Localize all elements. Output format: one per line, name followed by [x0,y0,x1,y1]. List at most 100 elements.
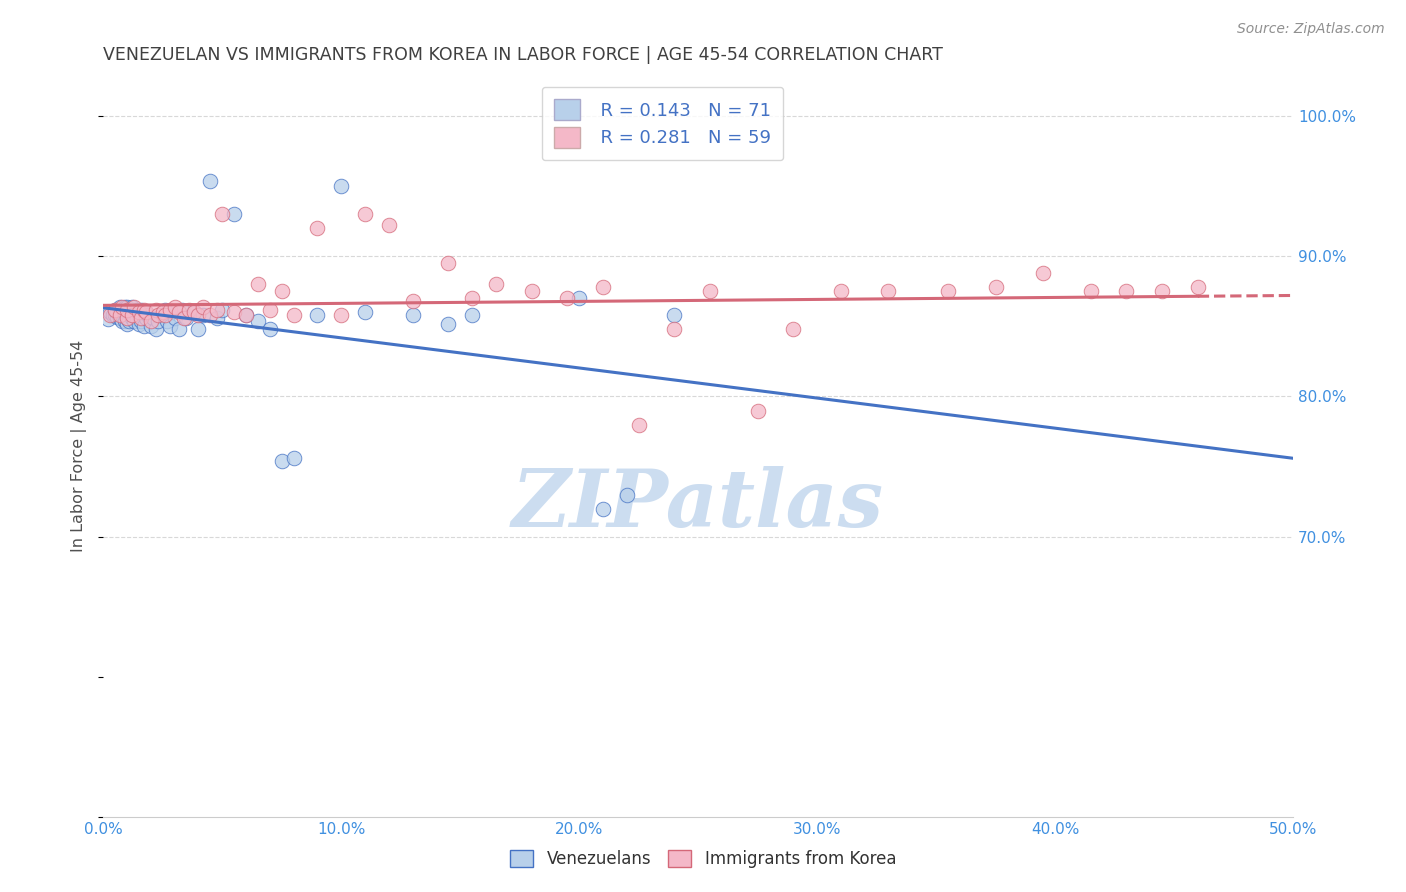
Point [118,305,141,319]
Point [132,319,155,334]
Point [1080,285,1102,299]
Point [401,308,423,322]
Point [152,305,174,319]
Point [170,302,193,317]
Point [246,314,269,328]
Point [592,501,614,516]
Text: Source: ZipAtlas.com: Source: ZipAtlas.com [1237,22,1385,37]
Point [222,207,245,221]
Point [259,302,281,317]
Point [159,302,181,317]
Point [128,305,150,319]
Point [169,322,191,336]
Point [877,285,900,299]
Point [135,305,157,319]
Point [354,305,377,319]
Point [128,317,150,331]
Point [187,322,209,336]
Text: ZIPatlas: ZIPatlas [512,467,884,544]
Point [699,285,721,299]
Point [437,256,460,270]
Point [485,277,508,292]
Point [664,322,686,336]
Point [401,294,423,309]
Point [115,305,138,319]
Point [98,308,121,322]
Y-axis label: In Labor Force | Age 45-54: In Labor Force | Age 45-54 [72,340,87,551]
Point [984,280,1007,294]
Point [163,300,186,314]
Point [152,308,174,322]
Point [142,311,165,326]
Point [187,308,209,322]
Point [111,314,134,328]
Point [520,285,543,299]
Point [437,317,460,331]
Point [115,311,138,326]
Point [555,292,578,306]
Point [354,207,377,221]
Point [114,300,136,314]
Point [211,302,233,317]
Point [664,308,686,322]
Point [111,308,134,322]
Text: VENEZUELAN VS IMMIGRANTS FROM KOREA IN LABOR FORCE | AGE 45-54 CORRELATION CHART: VENEZUELAN VS IMMIGRANTS FROM KOREA IN L… [103,46,943,64]
Point [782,322,804,336]
Point [121,311,143,326]
Point [235,308,257,322]
Point [121,308,143,322]
Point [118,314,141,328]
Point [115,317,138,331]
Point [627,417,650,432]
Point [191,300,214,314]
Point [246,277,269,292]
Point [97,312,120,326]
Point [200,308,222,322]
Point [153,302,176,317]
Point [145,322,167,336]
Legend: Venezuelans, Immigrants from Korea: Venezuelans, Immigrants from Korea [503,843,903,875]
Point [139,314,162,328]
Point [173,311,195,326]
Point [183,305,205,319]
Point [104,302,127,317]
Point [270,454,292,468]
Point [111,300,134,314]
Point [207,302,229,317]
Point [107,310,129,324]
Point [108,311,131,326]
Point [283,308,305,322]
Point [114,314,136,328]
Point [132,302,155,317]
Point [1115,285,1137,299]
Point [98,305,121,319]
Point [568,292,591,306]
Point [132,305,155,319]
Point [129,311,152,326]
Point [115,302,138,317]
Point [145,302,167,317]
Point [125,302,148,317]
Point [138,308,160,322]
Point [207,311,229,326]
Point [121,300,143,314]
Point [104,302,127,317]
Point [146,308,169,322]
Point [270,285,292,299]
Point [111,302,134,317]
Point [176,311,198,326]
Point [159,319,181,334]
Point [330,308,353,322]
Point [307,221,329,235]
Point [121,305,143,319]
Point [153,308,176,322]
Point [1187,280,1209,294]
Legend:   R = 0.143   N = 71,   R = 0.281   N = 59: R = 0.143 N = 71, R = 0.281 N = 59 [541,87,783,161]
Point [283,451,305,466]
Point [104,308,127,322]
Point [211,207,233,221]
Point [222,305,245,319]
Point [114,305,136,319]
Point [461,292,484,306]
Point [129,314,152,328]
